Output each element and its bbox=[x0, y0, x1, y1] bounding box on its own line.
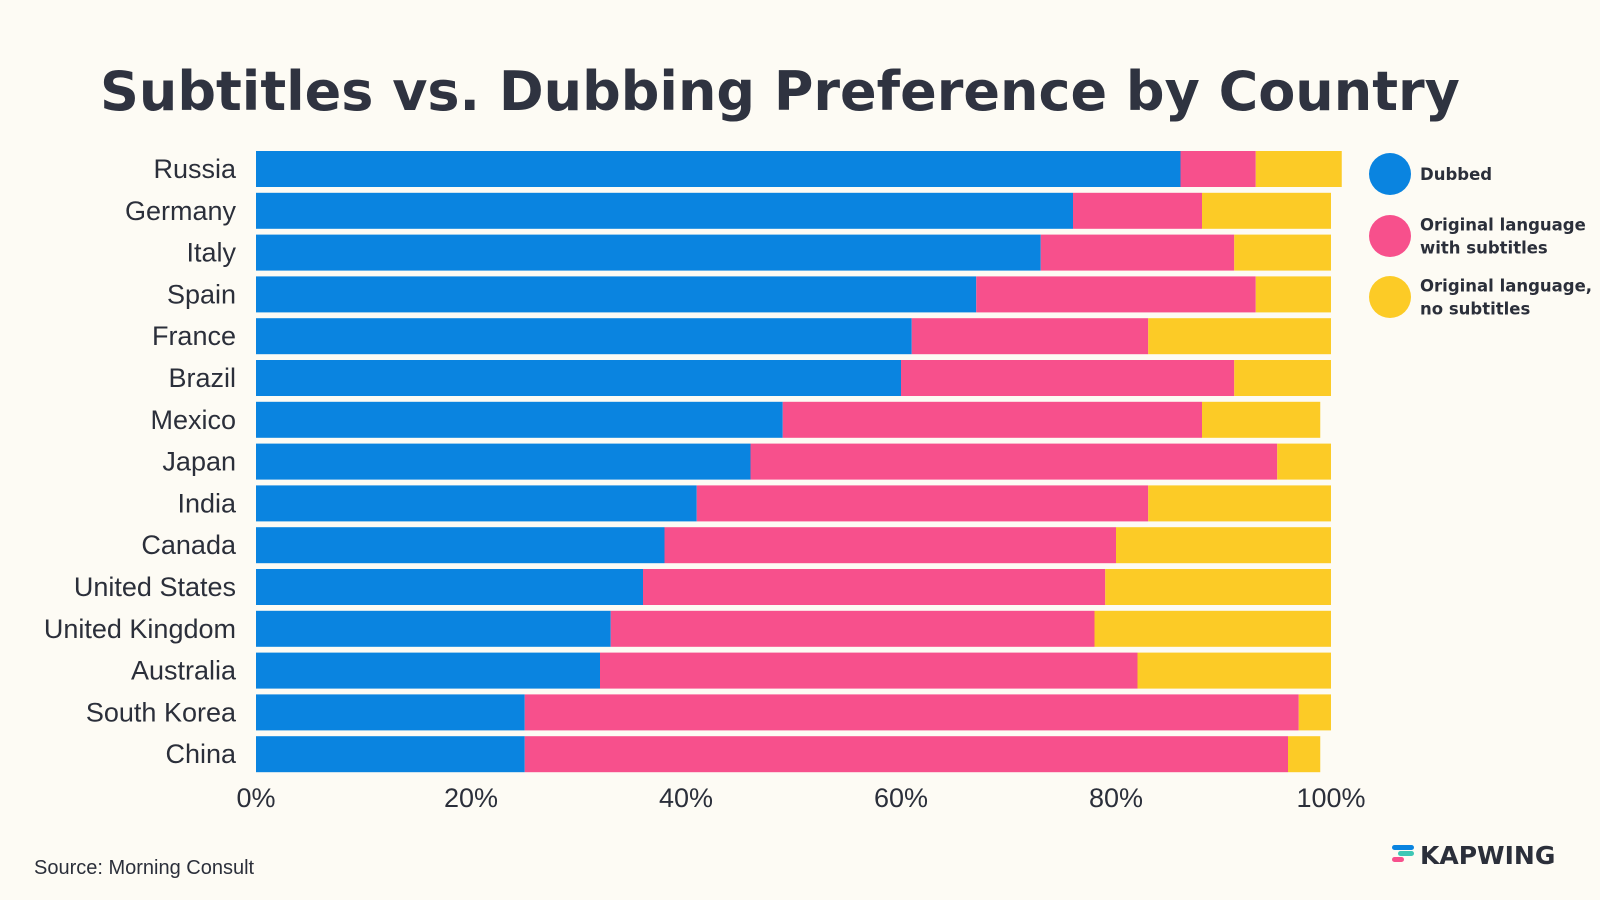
bar-no-subtitles bbox=[1148, 318, 1331, 355]
bar-dubbed bbox=[256, 234, 1041, 271]
bar-no-subtitles bbox=[1277, 443, 1331, 480]
bar-no-subtitles bbox=[1255, 276, 1331, 313]
category-label: Russia bbox=[153, 154, 237, 184]
x-tick-label: 80% bbox=[1089, 783, 1143, 813]
category-label: United States bbox=[74, 572, 236, 602]
category-label: South Korea bbox=[86, 697, 237, 727]
legend-label: Original language bbox=[1420, 216, 1586, 235]
brand-name: KAPWING bbox=[1420, 841, 1555, 870]
bar-dubbed bbox=[256, 736, 525, 773]
bar-no-subtitles bbox=[1137, 652, 1331, 689]
category-label: Spain bbox=[167, 279, 236, 309]
legend-label: Dubbed bbox=[1420, 165, 1492, 184]
bar-dubbed bbox=[256, 485, 697, 522]
legend-swatch bbox=[1369, 276, 1411, 318]
bar-subtitles bbox=[696, 485, 1149, 522]
bar-subtitles bbox=[911, 318, 1149, 355]
bar-no-subtitles bbox=[1105, 569, 1331, 605]
x-tick-label: 20% bbox=[444, 783, 498, 813]
bar-subtitles bbox=[1073, 192, 1202, 229]
x-tick-label: 40% bbox=[659, 783, 713, 813]
bar-dubbed bbox=[256, 694, 525, 731]
bar-subtitles bbox=[664, 527, 1116, 564]
bar-no-subtitles bbox=[1234, 234, 1331, 271]
bar-dubbed bbox=[256, 652, 600, 689]
bar-dubbed bbox=[256, 318, 912, 355]
category-label: France bbox=[152, 321, 236, 351]
x-axis-ticks: 0% 20% 40% 60% 80% 100% bbox=[236, 783, 1365, 813]
kapwing-logo-icon bbox=[1392, 845, 1414, 862]
bar-dubbed bbox=[256, 151, 1181, 187]
bar-subtitles bbox=[524, 736, 1288, 773]
bars-group bbox=[256, 151, 1342, 773]
bar-subtitles bbox=[524, 694, 1299, 731]
bar-subtitles bbox=[782, 401, 1202, 438]
chart-title: Subtitles vs. Dubbing Preference by Coun… bbox=[100, 60, 1460, 123]
legend-swatch bbox=[1369, 215, 1411, 257]
category-label: Australia bbox=[131, 656, 237, 686]
bar-subtitles bbox=[1040, 234, 1235, 271]
category-label: Germany bbox=[125, 196, 237, 226]
bar-no-subtitles bbox=[1148, 485, 1331, 522]
bar-dubbed bbox=[256, 443, 751, 480]
bar-subtitles bbox=[901, 360, 1235, 396]
legend-label: with subtitles bbox=[1420, 239, 1548, 258]
category-label: Canada bbox=[141, 530, 237, 560]
bar-dubbed bbox=[256, 192, 1073, 229]
bar-no-subtitles bbox=[1202, 192, 1331, 229]
bar-subtitles bbox=[1180, 151, 1256, 187]
legend-label: no subtitles bbox=[1420, 300, 1530, 319]
bar-dubbed bbox=[256, 401, 783, 438]
legend-label: Original language, bbox=[1420, 277, 1592, 296]
bar-no-subtitles bbox=[1234, 360, 1331, 396]
category-label: United Kingdom bbox=[44, 614, 236, 644]
category-label: India bbox=[177, 488, 237, 518]
bar-subtitles bbox=[610, 610, 1095, 647]
x-tick-label: 60% bbox=[874, 783, 928, 813]
bar-no-subtitles bbox=[1094, 610, 1331, 647]
x-tick-label: 100% bbox=[1296, 783, 1365, 813]
x-tick-label: 0% bbox=[236, 783, 275, 813]
category-label: Mexico bbox=[150, 405, 236, 435]
bar-subtitles bbox=[750, 443, 1278, 480]
bar-dubbed bbox=[256, 527, 665, 564]
bar-subtitles bbox=[600, 652, 1138, 689]
bar-no-subtitles bbox=[1202, 401, 1321, 438]
category-label: Brazil bbox=[168, 363, 236, 393]
category-labels: Russia Germany Italy Spain France Brazil Mexic… bbox=[44, 154, 237, 769]
bar-no-subtitles bbox=[1288, 736, 1321, 773]
category-label: Japan bbox=[162, 447, 236, 477]
bar-subtitles bbox=[976, 276, 1256, 313]
source-note: Source: Morning Consult bbox=[34, 857, 255, 879]
legend-swatch bbox=[1369, 153, 1411, 195]
bar-dubbed bbox=[256, 276, 977, 313]
legend: Dubbed Original language with subtitles Ori… bbox=[1369, 153, 1592, 319]
bar-dubbed bbox=[256, 360, 901, 396]
bar-dubbed bbox=[256, 610, 611, 647]
category-label: China bbox=[165, 739, 237, 769]
bar-dubbed bbox=[256, 569, 643, 605]
bar-subtitles bbox=[643, 569, 1106, 605]
bar-no-subtitles bbox=[1116, 527, 1331, 564]
bar-no-subtitles bbox=[1255, 151, 1342, 187]
bar-no-subtitles bbox=[1298, 694, 1331, 731]
category-label: Italy bbox=[186, 238, 236, 268]
